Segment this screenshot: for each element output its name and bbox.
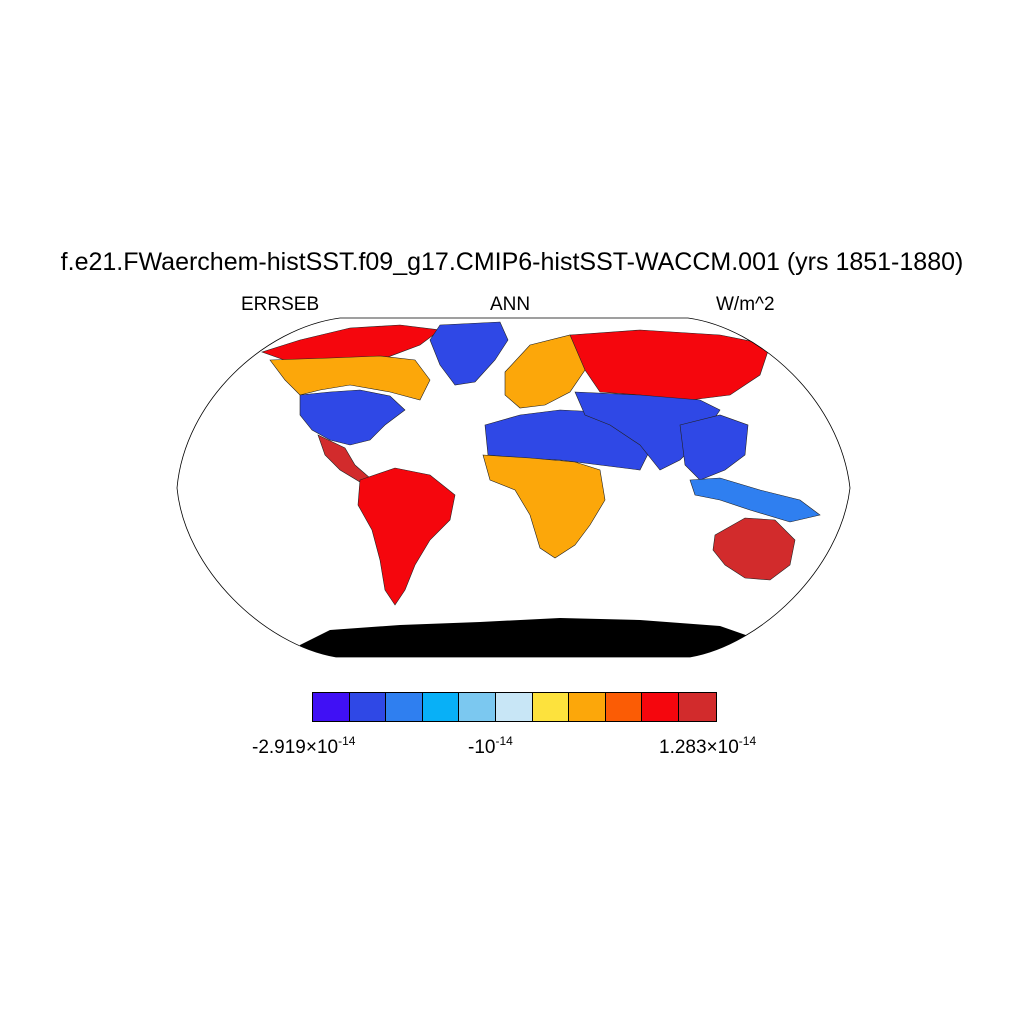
colorbar-swatch-3 — [422, 693, 460, 721]
region-canada — [269, 355, 431, 401]
region-africa — [482, 454, 606, 559]
region-greenland — [429, 321, 509, 386]
colorbar-swatch-10 — [678, 693, 716, 721]
region-arctic-america — [261, 324, 441, 363]
region-australia — [712, 517, 796, 581]
colorbar-swatch-7 — [569, 693, 606, 721]
colorbar-swatch-8 — [605, 693, 643, 721]
region-south-america — [357, 467, 456, 606]
region-southeast-asia — [679, 414, 749, 481]
region-antarctica — [300, 618, 760, 657]
colorbar-swatch-2 — [386, 693, 423, 721]
region-europe — [504, 334, 591, 409]
region-siberia — [569, 329, 771, 401]
units-label: W/m^2 — [716, 294, 775, 315]
plot-title: f.e21.FWaerchem-histSST.f09_g17.CMIP6-hi… — [60, 248, 964, 276]
region-usa — [299, 389, 406, 446]
colorbar — [312, 692, 717, 722]
colorbar-label-mid: -10-14 — [468, 734, 513, 758]
variable-label: ERRSEB — [241, 294, 320, 315]
colorbar-label-max: 1.283×10-14 — [659, 734, 757, 758]
colorbar-swatch-6 — [532, 693, 570, 721]
season-label: ANN — [490, 294, 531, 315]
region-maritime — [689, 477, 821, 523]
colorbar-swatch-0 — [313, 693, 350, 721]
map-field — [261, 321, 821, 657]
colorbar-swatch-1 — [349, 693, 387, 721]
colorbar-label-min: -2.919×10-14 — [252, 734, 356, 758]
colorbar-swatch-4 — [459, 693, 496, 721]
map-border — [176, 317, 851, 658]
colorbar-swatch-9 — [642, 693, 679, 721]
colorbar-swatch-5 — [495, 693, 533, 721]
